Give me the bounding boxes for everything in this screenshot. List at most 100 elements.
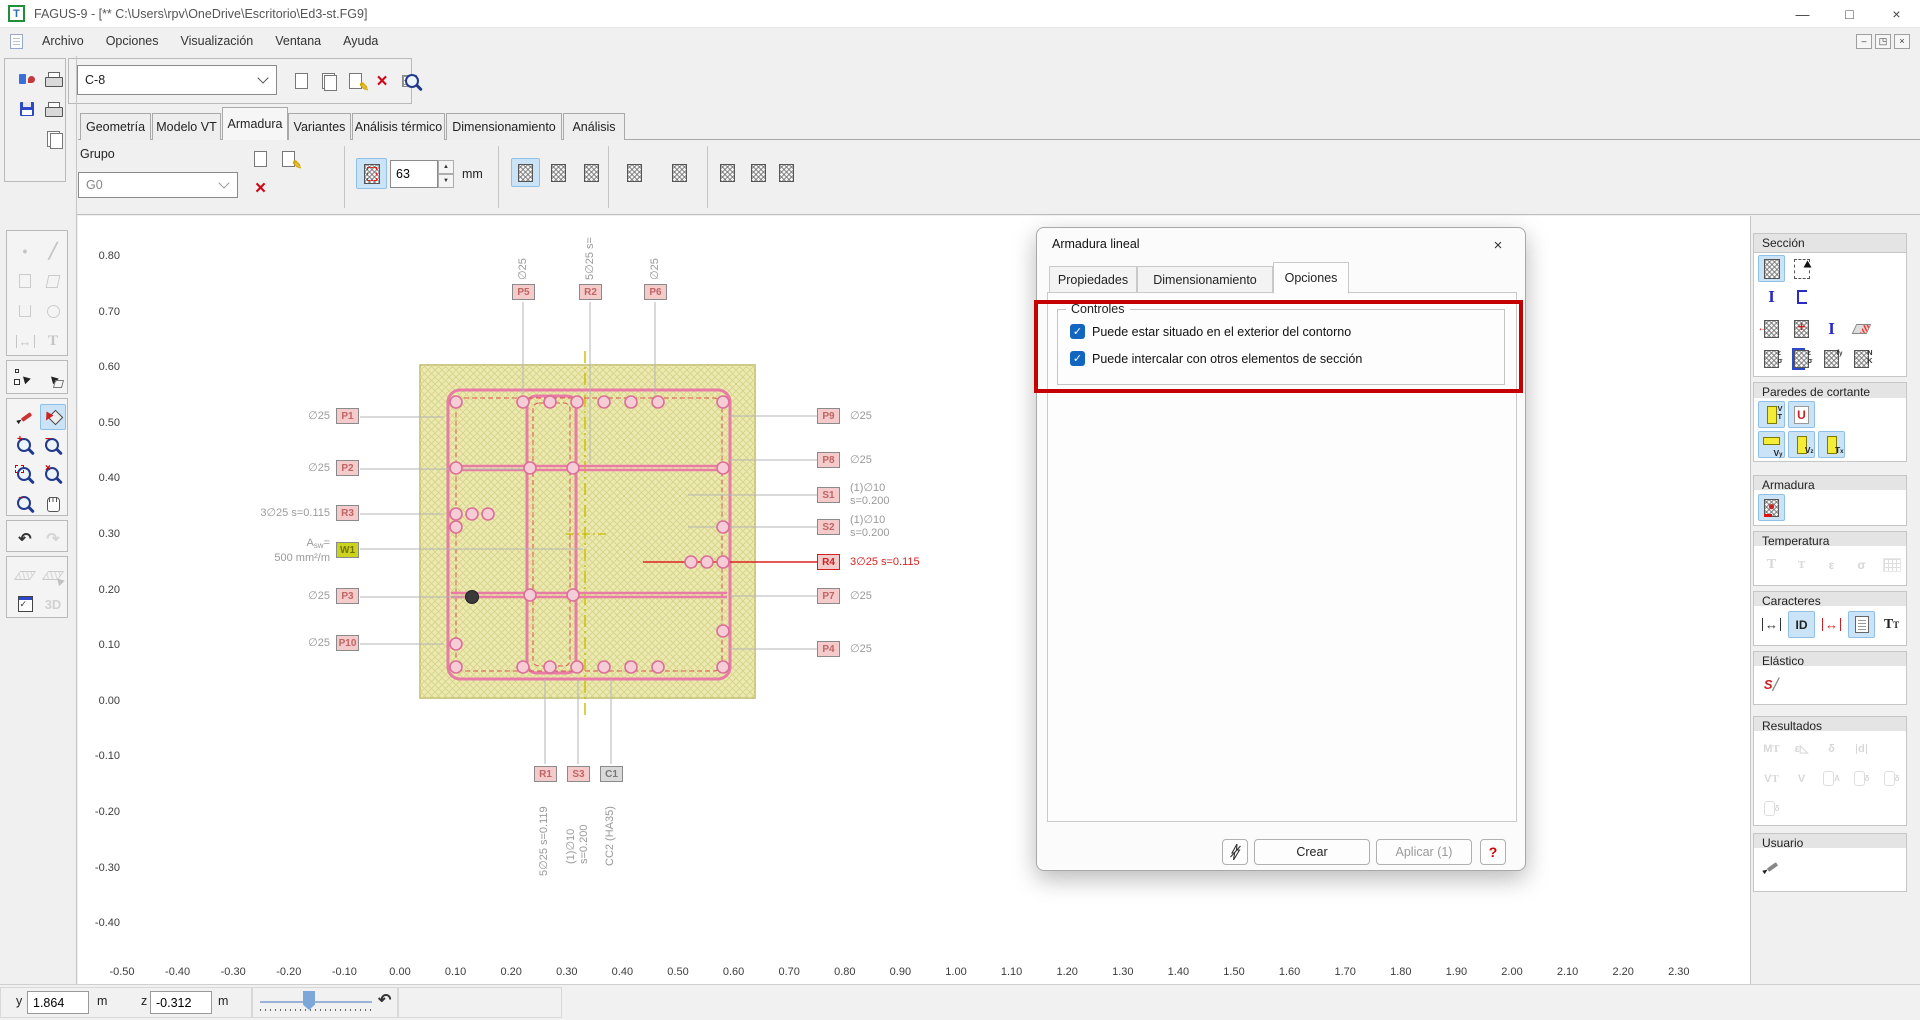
- tab-anlisistrmico[interactable]: Análisis térmico: [352, 113, 445, 140]
- tag-R1[interactable]: R1: [534, 766, 557, 782]
- section-nk-button[interactable]: NK: [1848, 345, 1875, 372]
- menu-item-visualizacin[interactable]: Visualización: [170, 30, 265, 52]
- bar-rectangular-button[interactable]: [511, 158, 540, 187]
- y-coordinate-input[interactable]: [27, 991, 89, 1014]
- tag-P7[interactable]: P7: [817, 588, 840, 604]
- tab-modelovt[interactable]: Modelo VT: [152, 113, 221, 140]
- edit-section-button[interactable]: ✎: [342, 68, 368, 94]
- app-settings-button[interactable]: [15, 67, 39, 91]
- minimize-button[interactable]: —: [1779, 0, 1826, 27]
- menu-item-ventana[interactable]: Ventana: [264, 30, 332, 52]
- menu-item-ayuda[interactable]: Ayuda: [332, 30, 389, 52]
- quick-apply-button[interactable]: [1222, 839, 1248, 865]
- section-outline-button[interactable]: [1788, 255, 1815, 282]
- section-shear-button[interactable]: I: [1818, 315, 1845, 342]
- grupo-selector[interactable]: G0: [78, 172, 238, 198]
- bar-point-button[interactable]: [544, 158, 573, 187]
- find-section-button[interactable]: [396, 68, 422, 94]
- tag-W1[interactable]: W1: [336, 542, 359, 558]
- pencil-button[interactable]: [12, 404, 38, 430]
- menu-item-opciones[interactable]: Opciones: [95, 30, 170, 52]
- edit-rebar-group-button[interactable]: ✎: [276, 146, 301, 171]
- diameter-stepper[interactable]: ▲▼: [438, 160, 454, 188]
- wall-vz-button[interactable]: Vz: [1788, 431, 1815, 458]
- section-insert-button[interactable]: ←: [1758, 315, 1785, 342]
- c-profile-button[interactable]: [1788, 283, 1815, 310]
- aplicar-button[interactable]: Aplicar (1): [1376, 839, 1472, 865]
- bar-circular-button[interactable]: [577, 158, 606, 187]
- section-strain-points-button[interactable]: εσ: [1788, 345, 1815, 372]
- elastic-spring-button[interactable]: S╱: [1758, 671, 1785, 698]
- tab-armadura[interactable]: Armadura: [222, 107, 288, 140]
- tag-P4[interactable]: P4: [817, 641, 840, 657]
- tag-P5[interactable]: P5: [512, 284, 535, 300]
- display-options-button[interactable]: [12, 591, 38, 617]
- tag-P3[interactable]: P3: [336, 588, 359, 604]
- tag-P6[interactable]: P6: [644, 284, 667, 300]
- new-rebar-group-button[interactable]: [248, 146, 273, 171]
- tag-R2[interactable]: R2: [579, 284, 602, 300]
- section-fy-button[interactable]: fy: [1818, 345, 1845, 372]
- wall-u-button[interactable]: U: [1788, 401, 1815, 428]
- maximize-button[interactable]: □: [1826, 0, 1873, 27]
- close-button[interactable]: ×: [1873, 0, 1920, 27]
- crear-button[interactable]: Crear: [1254, 839, 1370, 865]
- char-text-button[interactable]: TT: [1878, 611, 1905, 638]
- print-button[interactable]: [41, 67, 65, 91]
- rebar-schedule-button[interactable]: [665, 158, 694, 187]
- tag-S3[interactable]: S3: [567, 766, 590, 782]
- pan-hand-button[interactable]: [40, 491, 66, 517]
- tag-S2[interactable]: S2: [817, 519, 840, 535]
- rebar-point-button[interactable]: ●: [1758, 494, 1785, 521]
- tag-P1[interactable]: P1: [336, 408, 359, 424]
- wall-vy-button[interactable]: Vy: [1758, 431, 1785, 458]
- dialog-tab-dimensionamiento[interactable]: Dimensionamiento: [1137, 266, 1273, 293]
- select-element-button[interactable]: [40, 366, 66, 392]
- select-nodes-button[interactable]: [12, 366, 38, 392]
- tag-P2[interactable]: P2: [336, 460, 359, 476]
- delete-rebar-group-button[interactable]: ×: [248, 176, 273, 201]
- dialog-tab-propiedades[interactable]: Propiedades: [1049, 266, 1137, 293]
- z-coordinate-input[interactable]: [150, 991, 212, 1014]
- zoom-in-button[interactable]: +: [12, 433, 38, 459]
- zoom-out-button[interactable]: −: [40, 433, 66, 459]
- tag-C1[interactable]: C1: [600, 766, 623, 782]
- i-profile-button[interactable]: I: [1758, 283, 1785, 310]
- zoom-extents-button[interactable]: ↔: [12, 491, 38, 517]
- tab-geometra[interactable]: Geometría: [80, 113, 151, 140]
- tag-S1[interactable]: S1: [817, 487, 840, 503]
- new-section-button[interactable]: [288, 68, 314, 94]
- paint-bucket-button[interactable]: [40, 404, 66, 430]
- section-sheet-button[interactable]: [1848, 315, 1875, 342]
- print-setup-button[interactable]: [41, 97, 65, 121]
- section-solid-button[interactable]: [1758, 255, 1785, 282]
- tag-P9[interactable]: P9: [817, 408, 840, 424]
- copy-pages-button[interactable]: [41, 127, 65, 151]
- char-dim-red-button[interactable]: ↔: [1818, 611, 1845, 638]
- char-report-button[interactable]: [1848, 611, 1875, 638]
- mdi-close-button[interactable]: ×: [1894, 34, 1910, 49]
- wall-tx-button[interactable]: Tx: [1818, 431, 1845, 458]
- rebar-move-button[interactable]: [713, 158, 742, 187]
- undo-button[interactable]: ↶: [12, 526, 38, 552]
- char-id-button[interactable]: ID: [1788, 611, 1815, 638]
- zoom-window-button[interactable]: [12, 462, 38, 488]
- dialog-close-button[interactable]: ×: [1479, 232, 1517, 258]
- user-pencil-button[interactable]: [1758, 853, 1785, 880]
- rebar-printer-button[interactable]: [620, 158, 649, 187]
- mdi-minimize-button[interactable]: –: [1856, 34, 1872, 49]
- section-selector[interactable]: C-8: [77, 65, 277, 95]
- rebar-report-button[interactable]: [772, 158, 801, 187]
- delete-section-button[interactable]: ×: [369, 68, 395, 94]
- rebar-confirm-button[interactable]: [744, 158, 773, 187]
- tag-R3[interactable]: R3: [336, 505, 359, 521]
- dialog-tab-opciones[interactable]: Opciones: [1273, 262, 1349, 294]
- tab-dimensionamiento[interactable]: Dimensionamiento: [446, 113, 562, 140]
- tag-P10[interactable]: P10: [336, 635, 359, 651]
- stepper-up-icon[interactable]: ▲: [438, 160, 454, 174]
- reset-zoom-icon[interactable]: ↶: [378, 990, 391, 1010]
- mdi-restore-button[interactable]: ◳: [1875, 34, 1891, 49]
- diameter-input[interactable]: [390, 160, 438, 188]
- tab-variantes[interactable]: Variantes: [288, 113, 351, 140]
- char-dimension-button[interactable]: ↔: [1758, 611, 1785, 638]
